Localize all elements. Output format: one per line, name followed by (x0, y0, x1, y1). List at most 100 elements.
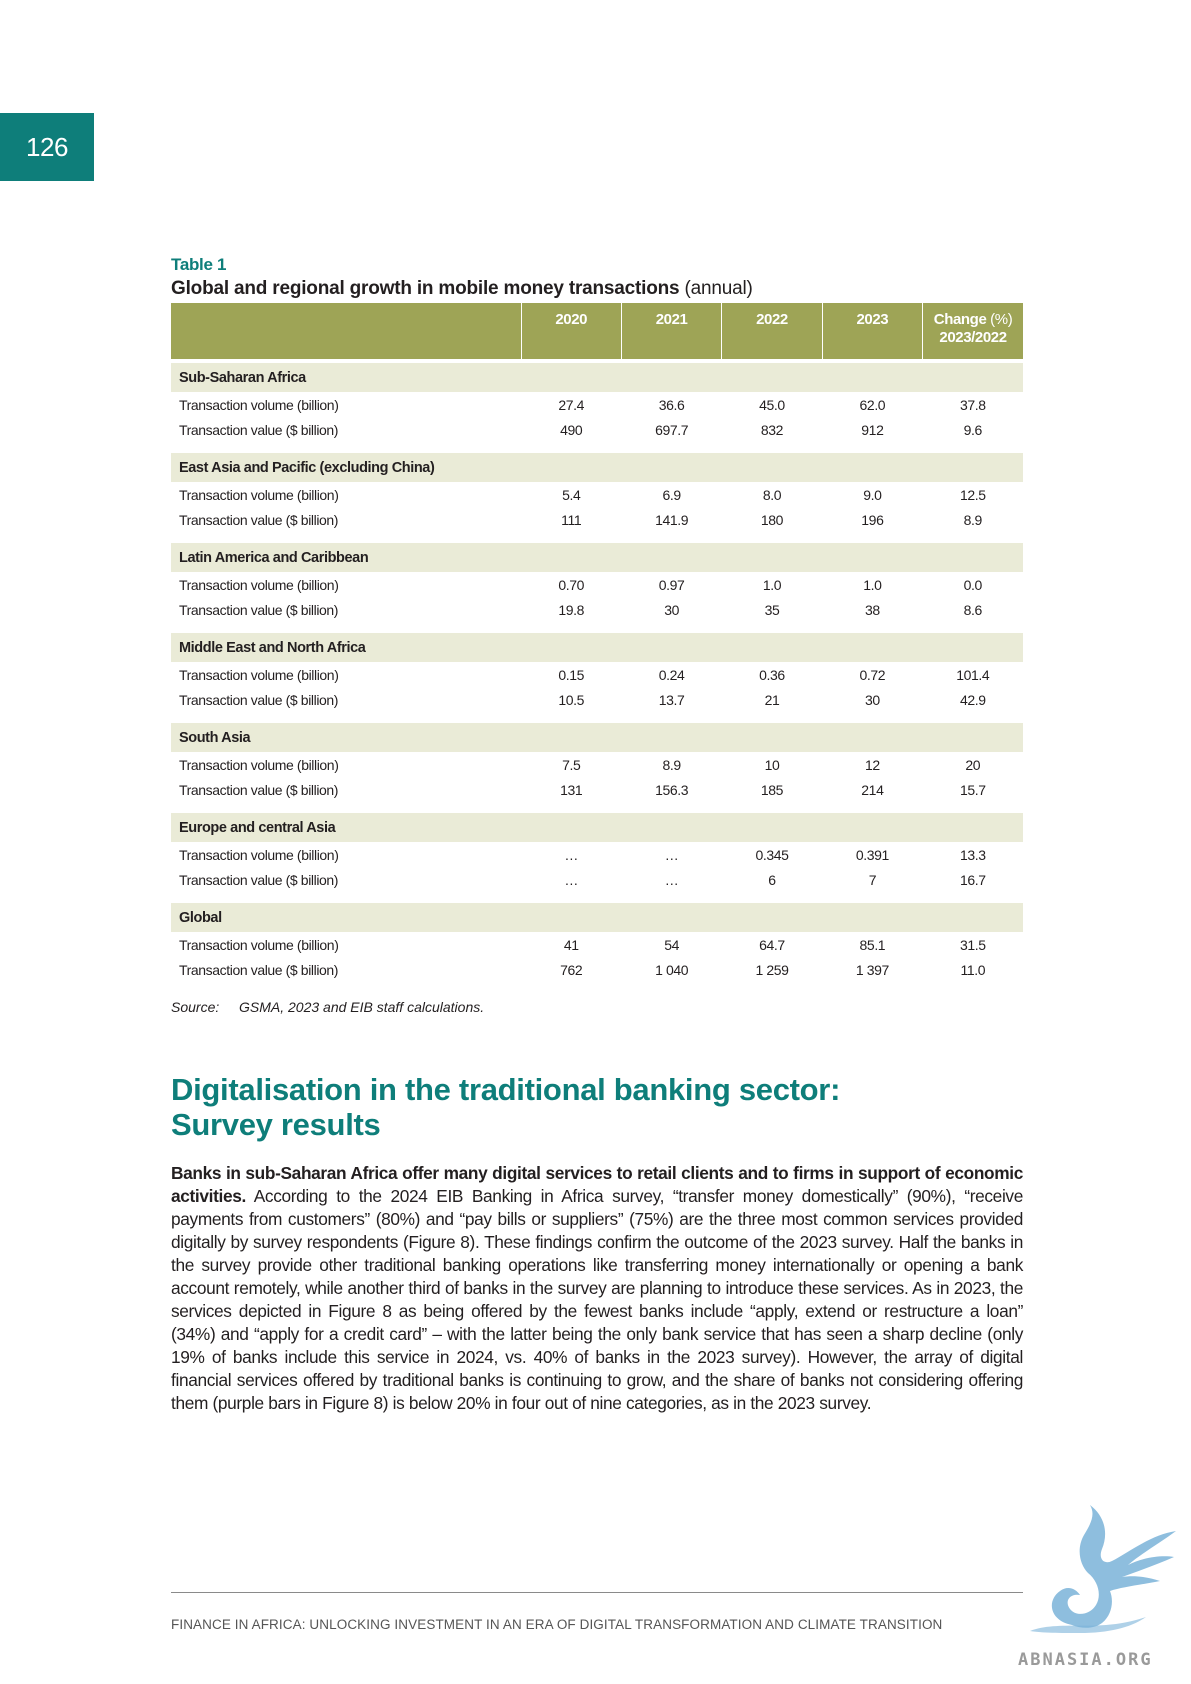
table-cell: 0.0 (923, 572, 1023, 597)
source-text: GSMA, 2023 and EIB staff calculations. (239, 999, 484, 1015)
row-label: Transaction value ($ billion) (171, 507, 521, 532)
page-number-tab: 126 (0, 113, 94, 181)
region-name: Global (171, 903, 1023, 932)
table-cell: 0.97 (621, 572, 721, 597)
row-label: Transaction volume (billion) (171, 932, 521, 957)
region-row: Sub-Saharan Africa (171, 363, 1023, 392)
region-row: South Asia (171, 723, 1023, 752)
table-cell: 0.24 (621, 662, 721, 687)
table-cell: 30 (621, 597, 721, 622)
table-cell: 490 (521, 417, 621, 442)
row-label: Transaction value ($ billion) (171, 777, 521, 802)
table-cell: 762 (521, 957, 621, 982)
table-cell: 196 (822, 507, 922, 532)
header-change-main: Change (934, 311, 987, 328)
source-label: Source: (171, 999, 239, 1015)
table-cell: 27.4 (521, 392, 621, 417)
table-row: Transaction volume (billion) 7.5 8.9 10 12 20 (171, 752, 1023, 777)
table-title: Global and regional growth in mobile mon… (171, 276, 1023, 303)
region-row: Middle East and North Africa (171, 633, 1023, 662)
table-row: Transaction value ($ billion)…… 6 7 16.7 (171, 867, 1023, 892)
table-title-qualifier: (annual) (679, 278, 752, 299)
table-source: Source: GSMA, 2023 and EIB staff calcula… (171, 999, 1023, 1015)
table-cell: 141.9 (621, 507, 721, 532)
table-cell: 12 (822, 752, 922, 777)
table-cell: 0.15 (521, 662, 621, 687)
table-cell: 0.345 (722, 842, 822, 867)
row-label: Transaction volume (billion) (171, 842, 521, 867)
row-label: Transaction volume (billion) (171, 392, 521, 417)
row-label: Transaction volume (billion) (171, 752, 521, 777)
table-cell: 8.0 (722, 482, 822, 507)
row-label: Transaction volume (billion) (171, 662, 521, 687)
table-cell: 1 040 (621, 957, 721, 982)
table-cell: 21 (722, 687, 822, 712)
table-cell: 15.7 (923, 777, 1023, 802)
table-row: Transaction volume (billion) … … 0.345 0.391… (171, 842, 1023, 867)
table-row: Transaction volume (billion) 0.15 0.24 0.36… (171, 662, 1023, 687)
table-cell: 131 (521, 777, 621, 802)
body-paragraph: Banks in sub-Saharan Africa offer many d… (171, 1162, 1023, 1415)
footer-divider (171, 1592, 1023, 1593)
table-block: Table 1 Global and regional growth in mo… (171, 254, 1023, 1015)
section-heading-line1: Digitalisation in the traditional bankin… (171, 1072, 840, 1107)
table-cell: 912 (822, 417, 922, 442)
row-label: Transaction value ($ billion) (171, 597, 521, 622)
header-change-period: 2023/2022 (939, 329, 1006, 346)
table-row: Transaction value ($ billion) 19.8 30 35 38 8… (171, 597, 1023, 622)
table-cell: … (521, 867, 621, 892)
table-cell: 9.6 (923, 417, 1023, 442)
table-cell: 180 (722, 507, 822, 532)
page-number: 126 (26, 132, 68, 163)
table-cell: 6 (722, 867, 822, 892)
region-name: Latin America and Caribbean (171, 543, 1023, 572)
table-cell: 111 (521, 507, 621, 532)
table-cell: 8.6 (923, 597, 1023, 622)
table-cell: 31.5 (923, 932, 1023, 957)
table-row: Transaction value ($ billion) 762 1 040 1 2… (171, 957, 1023, 982)
table-cell: 8.9 (923, 507, 1023, 532)
table-cell: 7 (822, 867, 922, 892)
table-cell: 42.9 (923, 687, 1023, 712)
table-cell: 0.36 (722, 662, 822, 687)
table-cell: 19.8 (521, 597, 621, 622)
table-cell: 9.0 (822, 482, 922, 507)
table-cell: 35 (722, 597, 822, 622)
table-cell: 1.0 (822, 572, 922, 597)
table-cell: 156.3 (621, 777, 721, 802)
table-row: Transaction volume (billion) 41 54 64.7 85.1… (171, 932, 1023, 957)
table-cell: 10.5 (521, 687, 621, 712)
header-2020: 2020 (521, 303, 621, 359)
table-cell: 1.0 (722, 572, 822, 597)
table-cell: 101.4 (923, 662, 1023, 687)
section-heading: Digitalisation in the traditional bankin… (171, 1072, 1031, 1142)
table-cell: 54 (621, 932, 721, 957)
table-cell: … (621, 867, 721, 892)
table-cell: … (521, 842, 621, 867)
header-change: Change (%) 2023/2022 (923, 303, 1023, 359)
row-label: Transaction value ($ billion) (171, 687, 521, 712)
table-header-row: 2020 2021 2022 2023 Change (%) 2023/2022 (171, 303, 1023, 359)
region-name: Sub-Saharan Africa (171, 363, 1023, 392)
table-cell: 697.7 (621, 417, 721, 442)
region-row: Latin America and Caribbean (171, 543, 1023, 572)
row-label: Transaction volume (billion) (171, 482, 521, 507)
table-cell: 62.0 (822, 392, 922, 417)
table-cell: 20 (923, 752, 1023, 777)
header-2022: 2022 (722, 303, 822, 359)
table-row: Transaction value ($ billion) 490 697.7 832… (171, 417, 1023, 442)
region-name: East Asia and Pacific (excluding China) (171, 453, 1023, 482)
table-body: Sub-Saharan Africa Transaction volume (bi… (171, 359, 1023, 982)
region-name: Europe and central Asia (171, 813, 1023, 842)
table-cell: 0.391 (822, 842, 922, 867)
table-title-main: Global and regional growth in mobile mon… (171, 278, 679, 299)
table-cell: 10 (722, 752, 822, 777)
region-row: Global (171, 903, 1023, 932)
table-cell: … (621, 842, 721, 867)
header-2021: 2021 (621, 303, 721, 359)
region-row: East Asia and Pacific (excluding China) (171, 453, 1023, 482)
row-label: Transaction value ($ billion) (171, 957, 521, 982)
table-cell: 832 (722, 417, 822, 442)
mobile-money-table: 2020 2021 2022 2023 Change (%) 2023/2022 … (171, 303, 1023, 982)
section-heading-line2: Survey results (171, 1107, 380, 1142)
